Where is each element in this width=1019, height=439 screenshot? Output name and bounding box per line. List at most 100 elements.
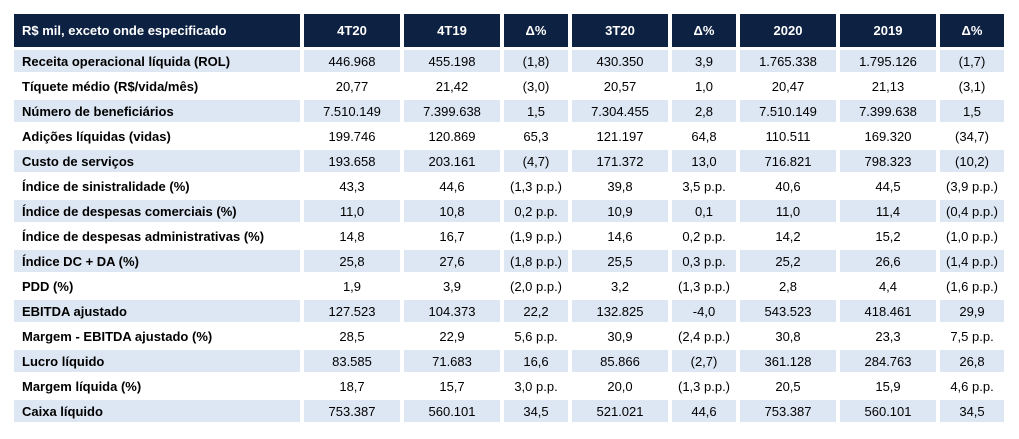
value-cell: 20,77: [304, 75, 400, 97]
value-cell: (1,3 p.p.): [672, 375, 736, 397]
value-cell: 83.585: [304, 350, 400, 372]
value-cell: 2,8: [740, 275, 836, 297]
value-cell: (1,6 p.p.): [940, 275, 1004, 297]
value-cell: 3,5 p.p.: [672, 175, 736, 197]
header-label-cell: R$ mil, exceto onde especificado: [14, 14, 300, 47]
value-cell: (1,0 p.p.): [940, 225, 1004, 247]
value-cell: (1,9 p.p.): [504, 225, 568, 247]
value-cell: (3,9 p.p.): [940, 175, 1004, 197]
value-cell: 446.968: [304, 50, 400, 72]
table-row: Receita operacional líquida (ROL) 446.968…: [14, 50, 1004, 72]
value-cell: (4,7): [504, 150, 568, 172]
value-cell: 14,6: [572, 225, 668, 247]
header-cell: 4T19: [404, 14, 500, 47]
row-label: Custo de serviços: [14, 150, 300, 172]
value-cell: 7.510.149: [740, 100, 836, 122]
value-cell: 193.658: [304, 150, 400, 172]
table-row: Custo de serviços 193.658 203.161 (4,7) 171.…: [14, 150, 1004, 172]
header-cell: 2019: [840, 14, 936, 47]
table-row: Número de beneficiários 7.510.149 7.399.63…: [14, 100, 1004, 122]
header-row: R$ mil, exceto onde especificado 4T20 4T19…: [14, 14, 1004, 47]
value-cell: (0,4 p.p.): [940, 200, 1004, 222]
row-label: Adições líquidas (vidas): [14, 125, 300, 147]
table-row: Adições líquidas (vidas) 199.746 120.869 65…: [14, 125, 1004, 147]
value-cell: 560.101: [840, 400, 936, 422]
table-row: Lucro líquido 83.585 71.683 16,6 85.866 (2,7)…: [14, 350, 1004, 372]
value-cell: 20,47: [740, 75, 836, 97]
table-body: Receita operacional líquida (ROL) 446.968…: [14, 50, 1004, 422]
value-cell: 560.101: [404, 400, 500, 422]
header-cell: Δ%: [940, 14, 1004, 47]
value-cell: (1,8): [504, 50, 568, 72]
table-row: Índice de sinistralidade (%) 43,3 44,6 (1,3…: [14, 175, 1004, 197]
value-cell: 7.510.149: [304, 100, 400, 122]
value-cell: 34,5: [940, 400, 1004, 422]
value-cell: 798.323: [840, 150, 936, 172]
value-cell: 121.197: [572, 125, 668, 147]
value-cell: 120.869: [404, 125, 500, 147]
value-cell: 418.461: [840, 300, 936, 322]
value-cell: 34,5: [504, 400, 568, 422]
row-label: Índice de sinistralidade (%): [14, 175, 300, 197]
value-cell: 753.387: [304, 400, 400, 422]
value-cell: 361.128: [740, 350, 836, 372]
value-cell: 30,8: [740, 325, 836, 347]
value-cell: 3,0 p.p.: [504, 375, 568, 397]
value-cell: 11,0: [740, 200, 836, 222]
table-row: Índice de despesas comerciais (%) 11,0 10,…: [14, 200, 1004, 222]
value-cell: 29,9: [940, 300, 1004, 322]
value-cell: 15,2: [840, 225, 936, 247]
row-label: Índice de despesas administrativas (%): [14, 225, 300, 247]
value-cell: 15,9: [840, 375, 936, 397]
value-cell: 5,6 p.p.: [504, 325, 568, 347]
value-cell: 11,0: [304, 200, 400, 222]
value-cell: 7.304.455: [572, 100, 668, 122]
value-cell: 1,9: [304, 275, 400, 297]
value-cell: 10,8: [404, 200, 500, 222]
row-label: Lucro líquido: [14, 350, 300, 372]
table-row: PDD (%) 1,9 3,9 (2,0 p.p.) 3,2 (1,3 p.p.) 2,8 4…: [14, 275, 1004, 297]
row-label: Tíquete médio (R$/vida/mês): [14, 75, 300, 97]
row-label: Caixa líquido: [14, 400, 300, 422]
value-cell: 7.399.638: [840, 100, 936, 122]
value-cell: 7.399.638: [404, 100, 500, 122]
value-cell: (3,0): [504, 75, 568, 97]
financial-summary-table: R$ mil, exceto onde especificado 4T20 4T19…: [10, 11, 1008, 425]
value-cell: (1,8 p.p.): [504, 250, 568, 272]
value-cell: 13,0: [672, 150, 736, 172]
value-cell: 40,6: [740, 175, 836, 197]
value-cell: 455.198: [404, 50, 500, 72]
value-cell: 1,5: [940, 100, 1004, 122]
row-label: EBITDA ajustado: [14, 300, 300, 322]
value-cell: 30,9: [572, 325, 668, 347]
value-cell: 0,1: [672, 200, 736, 222]
value-cell: (1,4 p.p.): [940, 250, 1004, 272]
value-cell: 25,8: [304, 250, 400, 272]
value-cell: 169.320: [840, 125, 936, 147]
row-label: Índice de despesas comerciais (%): [14, 200, 300, 222]
value-cell: 0,2 p.p.: [504, 200, 568, 222]
value-cell: 521.021: [572, 400, 668, 422]
value-cell: -4,0: [672, 300, 736, 322]
value-cell: 1,0: [672, 75, 736, 97]
value-cell: (1,7): [940, 50, 1004, 72]
value-cell: 0,2 p.p.: [672, 225, 736, 247]
value-cell: 14,2: [740, 225, 836, 247]
value-cell: 44,6: [404, 175, 500, 197]
value-cell: 104.373: [404, 300, 500, 322]
row-label: Margem líquida (%): [14, 375, 300, 397]
value-cell: 753.387: [740, 400, 836, 422]
value-cell: 4,4: [840, 275, 936, 297]
value-cell: (1,3 p.p.): [504, 175, 568, 197]
value-cell: 20,5: [740, 375, 836, 397]
value-cell: 1,5: [504, 100, 568, 122]
value-cell: 14,8: [304, 225, 400, 247]
value-cell: 11,4: [840, 200, 936, 222]
value-cell: 43,3: [304, 175, 400, 197]
value-cell: 3,2: [572, 275, 668, 297]
value-cell: (2,0 p.p.): [504, 275, 568, 297]
value-cell: 199.746: [304, 125, 400, 147]
value-cell: 64,8: [672, 125, 736, 147]
value-cell: 0,3 p.p.: [672, 250, 736, 272]
value-cell: 2,8: [672, 100, 736, 122]
